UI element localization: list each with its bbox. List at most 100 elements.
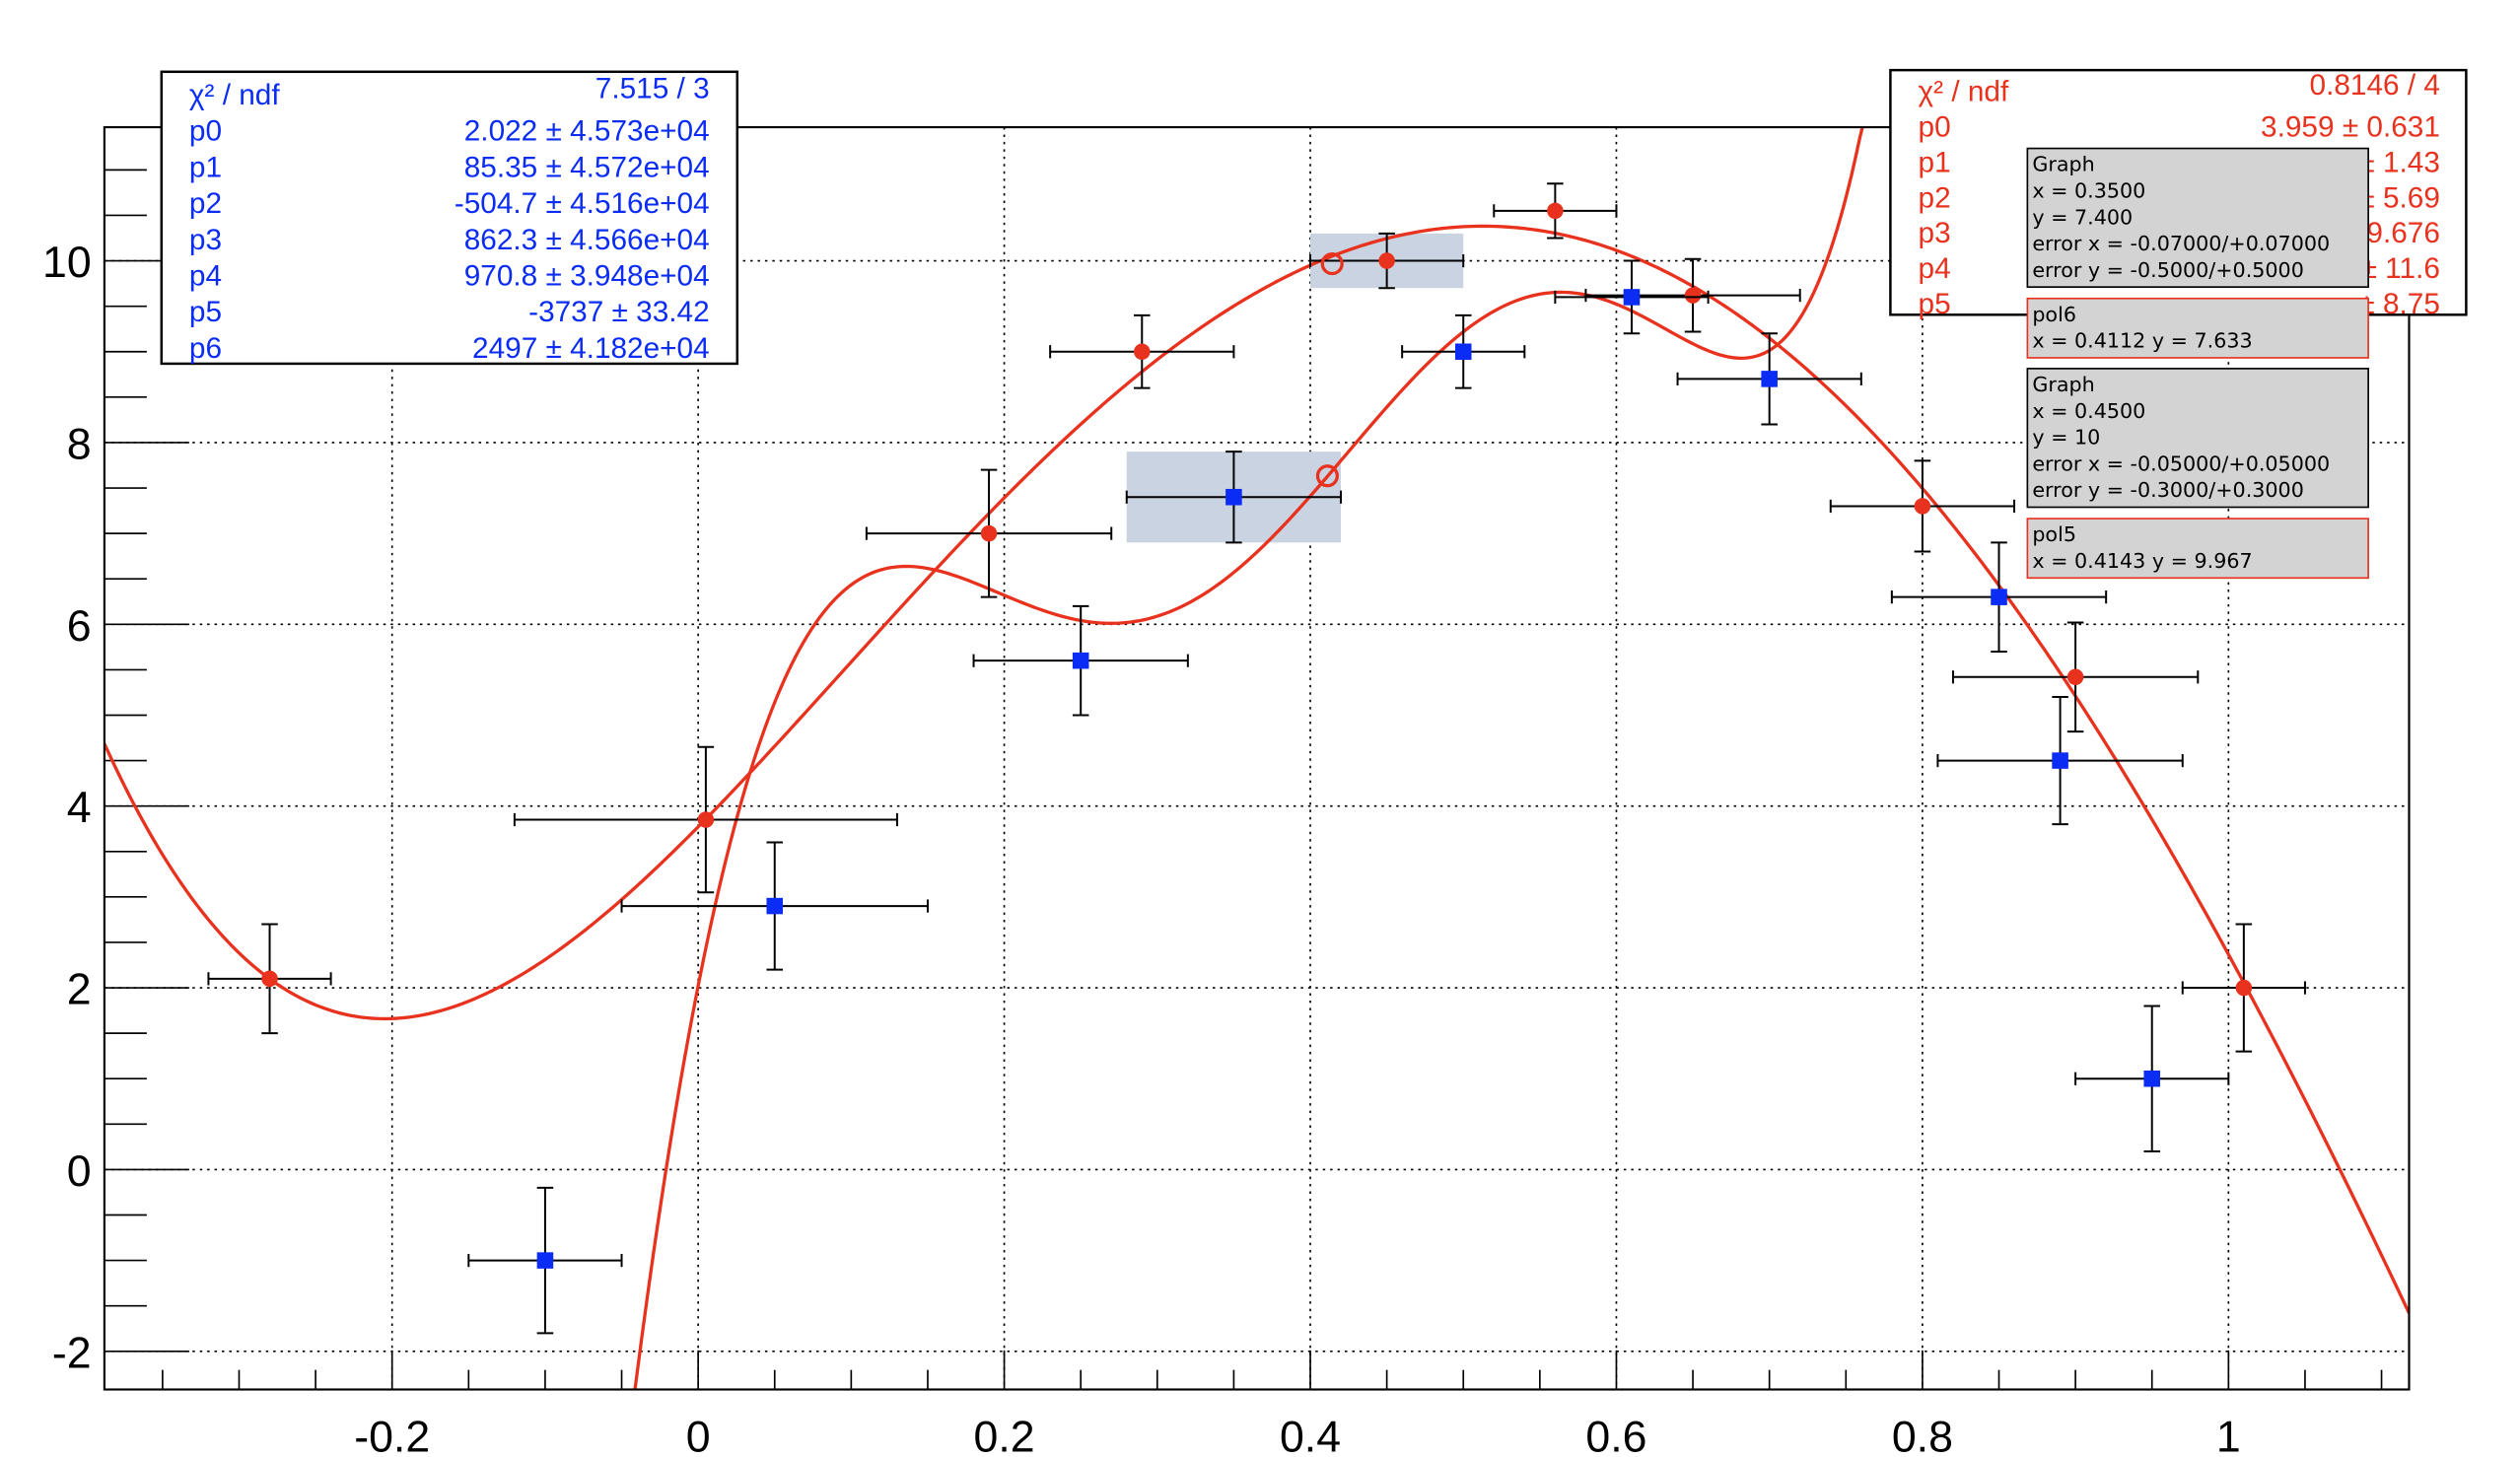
stat-value: -3737 ± 33.42 [528,296,710,328]
stat-label: p2 [1919,181,1951,214]
square-marker [1225,488,1242,506]
circle-marker [261,970,278,988]
tooltip-box [2026,368,2369,509]
stat-value: 0.8146 / 4 [2310,69,2440,102]
stat-value: ± 1.43 [2358,146,2440,178]
tooltip-line: error x = -0.05000/+0.05000 [2032,451,2330,475]
stat-value: 862.3 ± 4.566e+04 [464,224,710,256]
pol6-curve [633,127,1864,1390]
stat-label: p1 [1919,146,1951,178]
y-tick-label: 2 [67,966,92,1014]
stat-label: p0 [1919,110,1951,143]
tooltip-line: x = 0.3500 [2032,179,2145,203]
y-tick-label: -2 [52,1329,92,1377]
data-point [2181,923,2306,1053]
data-point [1890,541,2108,653]
stat-label: p6 [189,332,222,365]
axis-ticks [104,169,2383,1390]
data-point [1125,451,1343,544]
data-point [1049,313,1235,389]
square-marker [2052,752,2068,769]
y-tick-label: 10 [42,239,92,287]
tooltip-line: y = 7.400 [2032,205,2133,229]
stat-label: p5 [1919,288,1951,320]
square-marker [2143,1070,2160,1087]
data-point [513,745,898,894]
stat-value: 2497 ± 4.182e+04 [472,332,710,365]
stat-value: 85.35 ± 4.572e+04 [464,151,710,183]
stats-box-blue[interactable]: χ² / ndf 7.515 / 3 p0 2.022 ± 4.573e+04 p1 85… [160,70,739,366]
tooltip-line: x = 0.4112 y = 7.633 [2032,329,2252,353]
stat-value: 2.022 ± 4.573e+04 [464,115,710,148]
x-tick-label: 0.4 [1280,1413,1341,1457]
tooltip-line: error x = -0.07000/+0.07000 [2032,232,2330,255]
tooltip-line: x = 0.4500 [2032,399,2145,423]
stat-value: 7.515 / 3 [595,72,710,104]
y-tick-label: 8 [67,420,92,468]
square-marker [1072,652,1089,669]
stat-label: χ² / ndf [189,79,280,111]
tooltip: pol6 x = 0.4112 y = 7.633 [2026,297,2369,359]
open-circle-marker [1315,464,1339,488]
x-tick-label: 0.2 [974,1413,1035,1457]
stats-box-red[interactable]: χ² / ndf 0.8146 / 4 p0 3.959 ± 0.631 p1 ± 1.4… [1889,68,2468,320]
stat-label: p3 [189,224,222,256]
tooltip-line: x = 0.4143 y = 9.967 [2032,549,2252,573]
stat-label: p3 [1919,217,1951,249]
y-tick-label: 0 [67,1147,92,1196]
fit-curves [104,127,2410,1390]
stat-label: χ² / ndf [1919,76,2009,108]
data-point [865,468,1113,598]
circle-marker [2235,979,2253,997]
circle-marker [1914,498,1931,515]
circle-marker [1547,202,1564,220]
data-point [2074,1005,2230,1152]
stat-label: p4 [189,260,222,293]
stat-value: 970.8 ± 3.948e+04 [464,260,710,293]
open-circle-marker [1320,252,1344,276]
x-tick-label: 1 [2216,1413,2241,1457]
circle-marker [1684,287,1702,304]
square-marker [1991,589,2007,605]
stat-value: 3.959 ± 0.631 [2261,110,2440,143]
tick-labels: -0.2 0 0.2 0.4 0.6 0.8 1 -2 0 2 4 6 8 10 [42,239,2241,1457]
tooltip-box [2026,147,2369,288]
pol5-curve [104,224,2410,1314]
data-point [1309,232,1465,290]
y-tick-label: 4 [67,784,92,832]
data-point [1584,257,1801,333]
data-point [207,923,332,1035]
stat-value: -504.7 ± 4.516e+04 [455,187,710,220]
stat-label: p0 [189,115,222,148]
x-tick-label: 0.8 [1892,1413,1953,1457]
tooltip-line: pol6 [2032,303,2076,326]
y-tick-label: 6 [67,602,92,651]
tooltip-line: error y = -0.3000/+0.3000 [2032,478,2304,502]
stat-label: p2 [189,187,222,220]
data-point [620,841,929,971]
circle-marker [1134,343,1151,361]
data-point [1554,259,1710,335]
tooltip-box [2026,297,2369,359]
stat-value: ± 8.75 [2358,288,2440,320]
x-tick-label: 0.6 [1585,1413,1646,1457]
tooltip-line: Graph [2032,153,2094,176]
circle-marker [2066,668,2084,686]
circle-marker [1378,252,1395,269]
data-point [1951,621,2200,733]
tooltip: pol5 x = 0.4143 y = 9.967 [2026,518,2369,580]
stat-label: p4 [1919,252,1951,285]
data-points [207,182,2306,1335]
square-marker [1623,289,1641,306]
square-marker [1761,371,1778,387]
data-point [1936,696,2184,826]
stat-value: 9.676 [2366,217,2440,249]
data-point [1493,182,1618,240]
x-tick-label: 0 [686,1413,711,1457]
circle-marker [697,811,715,828]
tooltip-line: y = 10 [2032,426,2100,450]
